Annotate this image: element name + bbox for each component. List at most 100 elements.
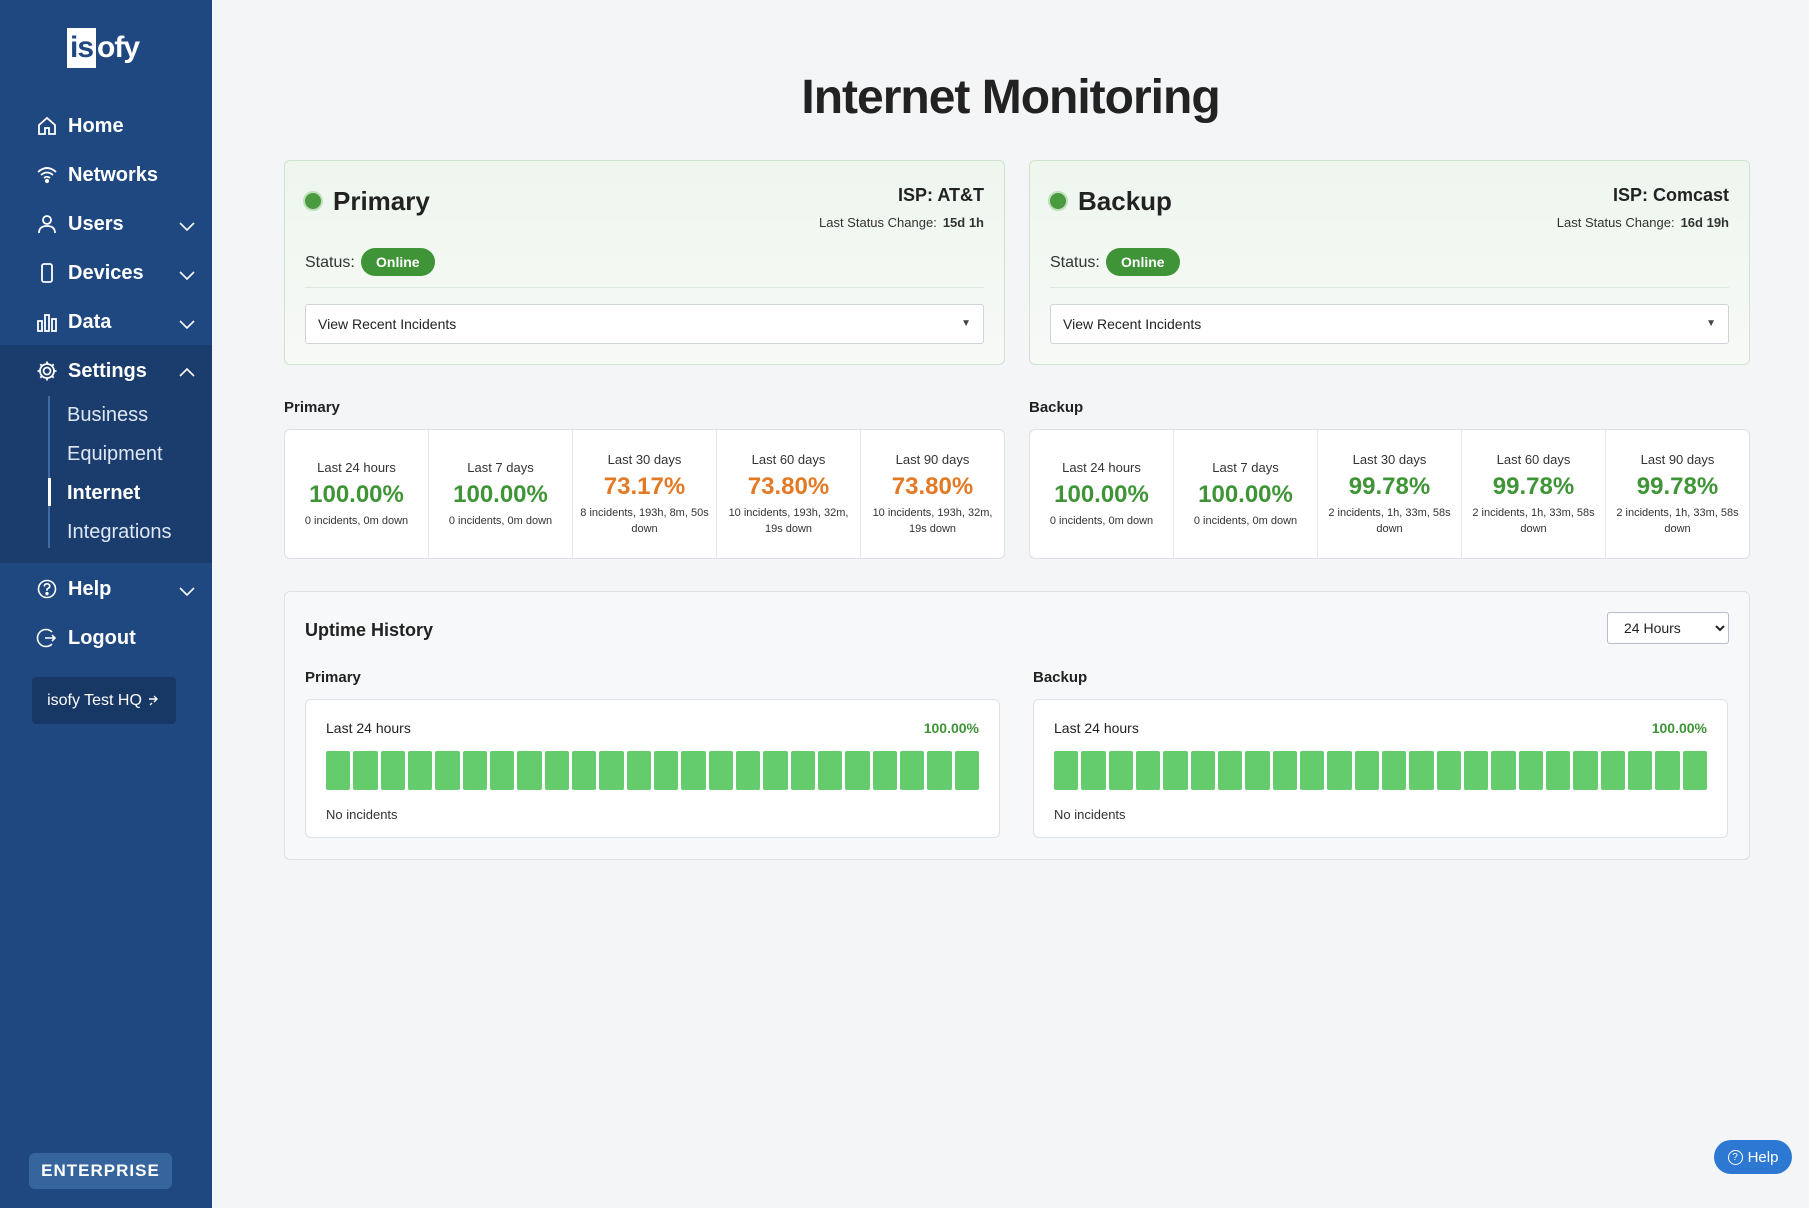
uptime-hour-bar[interactable] — [1190, 751, 1215, 790]
uptime-hour-bar[interactable] — [1409, 751, 1434, 790]
chevron-down-icon[interactable] — [178, 581, 196, 604]
uptime-hour-bar[interactable] — [1463, 751, 1489, 790]
divider — [1050, 287, 1729, 288]
sidebar-item-home[interactable]: Home — [0, 106, 212, 146]
uptime-hour-bar[interactable] — [1354, 751, 1379, 790]
uptime-hour-bar[interactable] — [1327, 751, 1352, 790]
backup-stats-row: Last 24 hours 100.00% 0 incidents, 0m down… — [1029, 429, 1750, 559]
uptime-hour-bar[interactable] — [1299, 751, 1325, 790]
stat-cell: Last 30 days 99.78% 2 incidents, 1h, 33m, … — [1318, 430, 1462, 558]
uptime-hour-bar[interactable] — [435, 751, 460, 790]
uptime-hour-bar[interactable] — [763, 751, 788, 790]
uptime-hour-bar[interactable] — [544, 751, 569, 790]
status-label: Status: — [1050, 254, 1100, 271]
sidebar-item-logout[interactable]: Logout — [0, 618, 212, 658]
uptime-hour-bar[interactable] — [353, 751, 378, 790]
sidebar-item-settings[interactable]: Settings — [0, 351, 212, 391]
uptime-hour-bar[interactable] — [326, 751, 351, 790]
uptime-bars — [1054, 751, 1707, 790]
sidebar-subitem-business[interactable]: Business — [67, 404, 149, 426]
uptime-hour-bar[interactable] — [571, 751, 597, 790]
uptime-hour-bar[interactable] — [1108, 751, 1133, 790]
uptime-hour-bar[interactable] — [1135, 751, 1161, 790]
recent-incidents-dropdown[interactable]: View Recent Incidents ▼ — [1050, 304, 1729, 344]
uptime-hour-bar[interactable] — [517, 751, 542, 790]
question-icon: ? — [1727, 1149, 1743, 1165]
history-primary-label: Primary — [305, 669, 361, 686]
uptime-hour-bar[interactable] — [1682, 751, 1707, 790]
uptime-hour-bar[interactable] — [790, 751, 815, 790]
help-widget-button[interactable]: ? Help — [1714, 1140, 1792, 1174]
uptime-hour-bar[interactable] — [927, 751, 952, 790]
plan-badge: ENTERPRISE — [29, 1153, 172, 1189]
chevron-down-icon[interactable] — [178, 314, 196, 337]
sidebar-subitem-equipment[interactable]: Equipment — [67, 443, 163, 465]
uptime-hour-bar[interactable] — [872, 751, 897, 790]
status-dot — [303, 191, 323, 211]
sidebar-item-help[interactable]: Help — [0, 569, 212, 609]
sidebar-item-users[interactable]: Users — [0, 204, 212, 244]
uptime-hour-bar[interactable] — [899, 751, 925, 790]
uptime-hour-bar[interactable] — [1272, 751, 1297, 790]
chevron-up-icon[interactable] — [178, 363, 196, 386]
sidebar-subitem-internet[interactable]: Internet — [67, 482, 141, 504]
sidebar-item-devices[interactable]: Devices — [0, 253, 212, 293]
uptime-hour-bar[interactable] — [1627, 751, 1653, 790]
uptime-hour-bar[interactable] — [626, 751, 651, 790]
logout-icon — [36, 627, 58, 649]
uptime-hour-bar[interactable] — [599, 751, 624, 790]
submenu-active-indicator — [48, 478, 51, 506]
caret-down-icon: ▼ — [1706, 318, 1716, 329]
primary-stats-row: Last 24 hours 100.00% 0 incidents, 0m down… — [284, 429, 1005, 559]
uptime-hour-bar[interactable] — [1081, 751, 1106, 790]
uptime-hour-bar[interactable] — [817, 751, 843, 790]
sidebar-item-data[interactable]: Data — [0, 302, 212, 342]
uptime-hour-bar[interactable] — [735, 751, 761, 790]
uptime-hour-bar[interactable] — [1436, 751, 1461, 790]
home-icon — [36, 115, 58, 137]
connection-name: Backup — [1078, 186, 1172, 216]
stat-cell: Last 60 days 99.78% 2 incidents, 1h, 33m, … — [1462, 430, 1606, 558]
uptime-hour-bar[interactable] — [1655, 751, 1680, 790]
site-switch-button[interactable]: isofy Test HQ — [32, 677, 176, 724]
uptime-hour-bar[interactable] — [1600, 751, 1625, 790]
sidebar-item-networks[interactable]: Networks — [0, 155, 212, 195]
uptime-hour-bar[interactable] — [845, 751, 870, 790]
primary-history-panel: Last 24 hours 100.00% No incidents — [305, 699, 1000, 838]
uptime-hour-bar[interactable] — [1163, 751, 1188, 790]
isp-name: ISP: Comcast — [1612, 185, 1729, 205]
uptime-bars — [326, 751, 979, 790]
uptime-hour-bar[interactable] — [380, 751, 405, 790]
sidebar: is ofy Home Networks Users Devices Data S… — [0, 0, 212, 1208]
stat-cell: Last 90 days 99.78% 2 incidents, 1h, 33m, … — [1616, 451, 1739, 535]
uptime-hour-bar[interactable] — [653, 751, 679, 790]
uptime-hour-bar[interactable] — [1545, 751, 1571, 790]
uptime-hour-bar[interactable] — [462, 751, 487, 790]
wifi-icon — [36, 164, 58, 186]
uptime-hour-bar[interactable] — [681, 751, 706, 790]
uptime-hour-bar[interactable] — [1381, 751, 1407, 790]
chevron-down-icon[interactable] — [178, 265, 196, 288]
uptime-hour-bar[interactable] — [954, 751, 979, 790]
backup-stats-label: Backup — [1029, 399, 1084, 416]
isofy-logo[interactable]: is ofy — [67, 28, 140, 68]
device-icon — [36, 262, 58, 284]
recent-incidents-dropdown[interactable]: View Recent Incidents ▼ — [305, 304, 984, 344]
last-status-change: Last Status Change: 16d 19h — [1556, 215, 1729, 230]
chevron-down-icon[interactable] — [178, 216, 196, 239]
uptime-hour-bar[interactable] — [407, 751, 433, 790]
history-range-select[interactable]: 24 Hours — [1607, 612, 1729, 644]
uptime-hour-bar[interactable] — [1491, 751, 1516, 790]
divider — [305, 287, 984, 288]
status-badge: Online — [361, 248, 435, 276]
isp-name: ISP: AT&T — [898, 185, 984, 205]
uptime-hour-bar[interactable] — [1573, 751, 1598, 790]
uptime-hour-bar[interactable] — [1054, 751, 1079, 790]
caret-down-icon: ▼ — [961, 318, 971, 329]
uptime-hour-bar[interactable] — [708, 751, 733, 790]
uptime-hour-bar[interactable] — [1217, 751, 1243, 790]
uptime-hour-bar[interactable] — [1518, 751, 1543, 790]
sidebar-subitem-integrations[interactable]: Integrations — [67, 521, 172, 543]
uptime-hour-bar[interactable] — [489, 751, 515, 790]
uptime-hour-bar[interactable] — [1245, 751, 1270, 790]
